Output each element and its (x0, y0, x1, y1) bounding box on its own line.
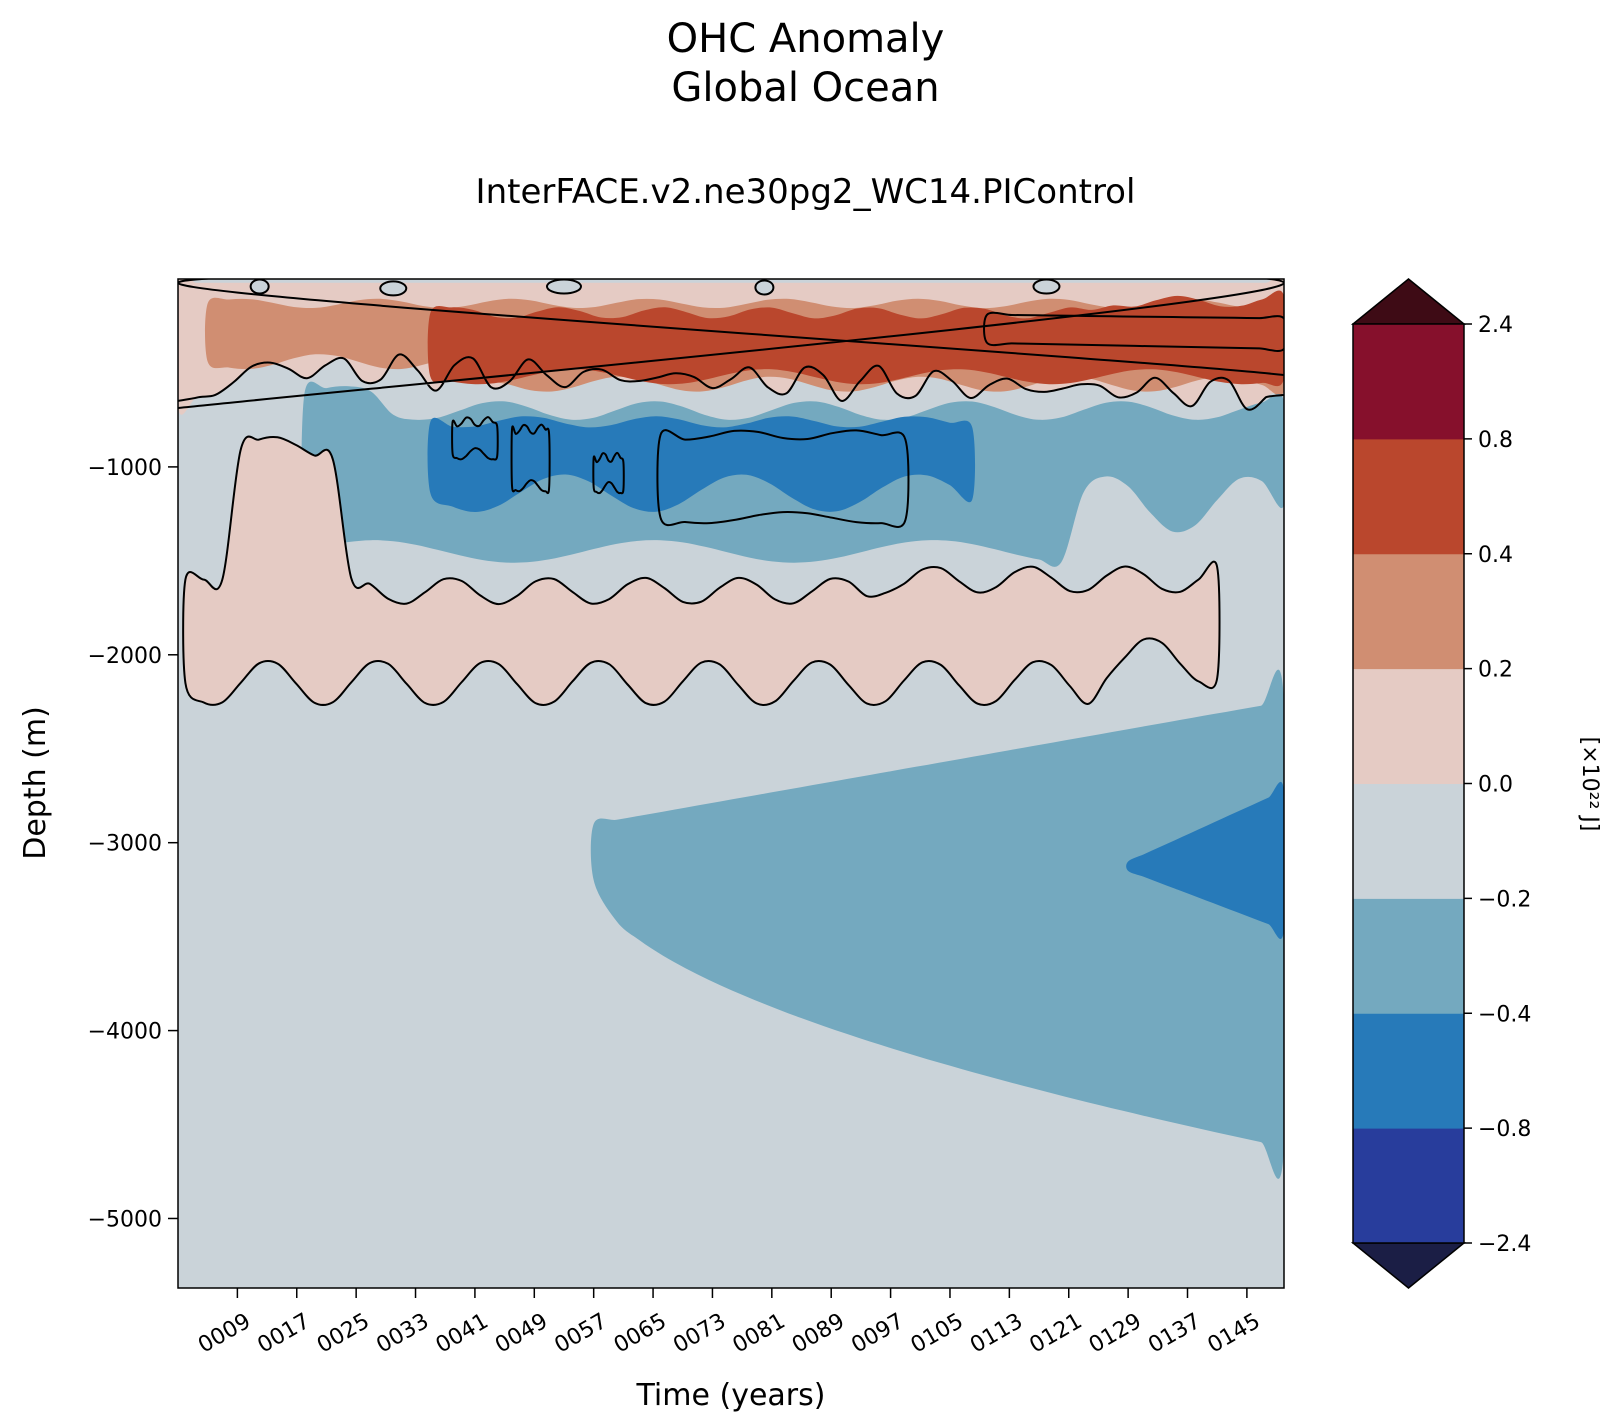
x-tick-label: 0105 (907, 1309, 968, 1359)
y-tick-label: −5000 (88, 1207, 162, 1232)
contour-surface-cool-patch (545, 279, 582, 295)
y-tick-label: −3000 (88, 832, 162, 857)
contour-surface-cool-patch (1032, 279, 1061, 295)
colorbar-tick-label: 0.4 (1478, 543, 1513, 568)
x-tick-label: 0065 (610, 1309, 671, 1359)
x-tick-label: 0097 (847, 1309, 908, 1359)
contour-surface-cool-patch (249, 279, 270, 295)
colorbar-segment (1353, 783, 1464, 899)
colorbar-segment (1353, 668, 1464, 784)
x-tick-label: 0009 (194, 1309, 255, 1359)
y-tick-label: −4000 (88, 1020, 162, 1045)
plot-frame (177, 278, 1285, 1289)
contour-deep-cooling-core (1126, 781, 1284, 939)
x-tick-label: 0113 (966, 1309, 1027, 1359)
colorbar-tick-label: 2.4 (1478, 313, 1513, 338)
contour-deep-cooling (590, 669, 1284, 1179)
colorbar-segment (1353, 324, 1464, 440)
contour-intermediate-warm-tongue (182, 435, 1221, 707)
colorbar-segment (1353, 553, 1464, 670)
colorbar-tick-label: 0.2 (1478, 658, 1513, 683)
contour-line-cooling-core (510, 423, 551, 495)
contour-surface-cool-patch (379, 280, 408, 297)
chart-title-line-2: Global Ocean (671, 65, 940, 111)
contour-line-cooling-core (451, 416, 499, 461)
y-axis-label: Depth (m) (18, 706, 53, 860)
contour-line-cooling-core (592, 451, 625, 495)
chart-subtitle: InterFACE.v2.ne30pg2_WC14.PIControl (475, 172, 1136, 212)
x-tick-label: 0129 (1085, 1309, 1146, 1359)
contour-line-layer (178, 279, 1284, 528)
x-tick-label: 0025 (313, 1309, 374, 1359)
colorbar-tick-label: −2.4 (1478, 1232, 1531, 1257)
colorbar-tick-label: −0.2 (1478, 887, 1531, 912)
x-tick-label: 0089 (788, 1309, 849, 1359)
contour-fill-layer (178, 279, 1284, 1288)
x-tick-label: 0041 (432, 1309, 493, 1359)
x-tick-label: 0121 (1026, 1309, 1087, 1359)
x-tick-label: 0017 (254, 1309, 315, 1359)
x-axis-label: Time (years) (636, 1378, 826, 1413)
x-tick-label: 0049 (491, 1309, 552, 1359)
colorbar-segment (1353, 1128, 1464, 1244)
x-tick-label: 0073 (669, 1309, 730, 1359)
chart-title-line-1: OHC Anomaly (666, 16, 945, 62)
x-tick-label: 0081 (729, 1309, 790, 1359)
contour-line-upper-strong (983, 311, 1284, 352)
x-axis: 0009001700250033004100490057006500730081… (194, 1288, 1265, 1358)
x-tick-label: 0137 (1144, 1309, 1205, 1359)
colorbar-tick-label: 0.8 (1478, 428, 1513, 453)
contour-line-upper-zero (178, 279, 1284, 411)
contour-line-cooling-core (656, 429, 910, 528)
colorbar-extend-low (1350, 1242, 1467, 1289)
colorbar-segment (1353, 898, 1464, 1014)
x-tick-label: 0057 (550, 1309, 611, 1359)
colorbar-segment (1353, 1013, 1464, 1129)
colorbar-segment (1353, 438, 1464, 555)
colorbar-tick-label: −0.4 (1478, 1002, 1531, 1027)
x-tick-label: 0033 (372, 1309, 433, 1359)
y-tick-label: −1000 (88, 456, 162, 481)
colorbar-label: [×10²² J] (1577, 737, 1602, 832)
colorbar-extend-high (1350, 278, 1467, 325)
colorbar: −2.4 −0.8 −0.4 −0.2 0.0 0.2 0.4 0.8 2.4 (1350, 278, 1531, 1289)
x-tick-label: 0145 (1204, 1309, 1265, 1359)
colorbar-tick-label: 0.0 (1478, 773, 1513, 798)
contour-mid-depth-cooling-core (427, 416, 976, 513)
contour-surface-cool-patch (754, 279, 775, 296)
y-axis: −1000 −2000 −3000 −4000 −5000 (88, 456, 178, 1232)
y-tick-label: −2000 (88, 644, 162, 669)
colorbar-tick-label: −0.8 (1478, 1117, 1531, 1142)
